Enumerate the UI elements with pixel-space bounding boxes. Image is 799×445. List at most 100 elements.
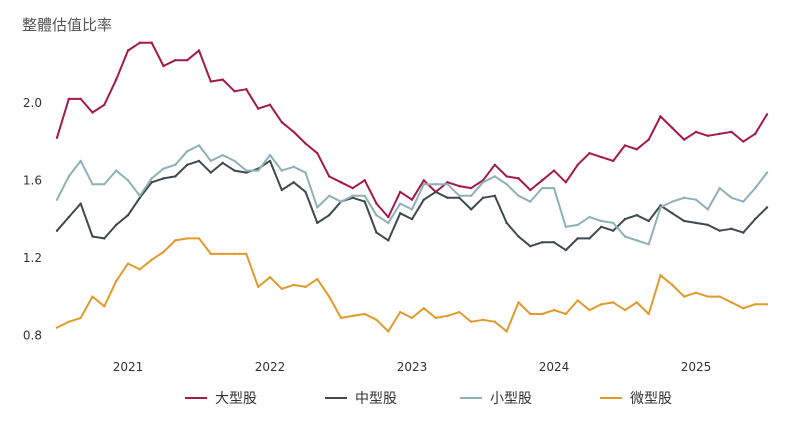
data-point [126,179,130,182]
data-point [469,208,473,211]
data-point [706,208,710,211]
data-point [209,80,213,83]
series-1 [55,41,769,219]
data-point [162,167,165,170]
data-point [55,198,59,201]
data-point [529,244,532,248]
data-point [114,223,118,227]
data-point [529,188,532,192]
data-point [268,103,272,106]
data-point [174,163,177,167]
data-point [363,200,366,203]
data-point [493,320,497,323]
data-point [446,181,449,184]
series-4 [55,237,769,333]
data-point [469,194,473,198]
data-point [209,171,213,174]
data-point [623,217,627,221]
data-point [398,190,402,194]
data-point [588,237,591,240]
data-point [221,161,224,165]
data-point [434,316,437,320]
data-point [327,295,331,298]
data-point [67,215,71,219]
y-tick-label: 1.2 [23,251,42,265]
data-point [647,138,650,141]
data-point [197,237,201,240]
data-point [753,217,757,221]
data-point [552,169,556,172]
data-point [280,120,284,124]
data-point [682,295,686,298]
data-point [540,312,544,316]
data-point [718,132,721,136]
data-point [387,239,390,242]
data-point [446,182,449,186]
data-point [765,303,769,306]
data-point [268,159,272,163]
data-point [351,194,355,198]
data-point [410,217,414,221]
data-point [576,237,579,240]
data-point [126,213,130,217]
data-point [280,287,284,291]
data-point [79,97,82,101]
y-axis-ticks: 0.8 1.2 1.6 2.0 [23,96,42,343]
data-point [706,295,710,298]
data-point [730,196,733,199]
data-point [114,279,118,283]
data-point [647,219,650,223]
data-point [469,320,473,323]
data-point [730,301,733,304]
series-line [56,41,768,219]
data-point [304,190,307,194]
data-point [481,181,485,184]
data-point [446,196,449,199]
data-point [529,312,532,316]
data-point [103,305,106,308]
legend-label: 微型股 [630,391,672,407]
data-point [351,186,355,190]
legend-item: 大型股 [185,391,257,407]
x-tick-label: 2022 [255,360,286,374]
series-lines [55,41,769,333]
data-point [718,229,721,232]
data-point [694,198,698,201]
data-point [292,181,295,184]
data-point [540,179,544,182]
data-point [623,235,627,238]
data-point [742,231,745,234]
data-point [351,314,355,318]
chart-title: 整體估值比率 [22,16,112,34]
data-point [304,171,307,174]
data-point [753,132,757,136]
data-point [730,227,733,230]
data-point [91,182,94,186]
data-point [410,316,414,320]
data-point [694,221,698,225]
data-point [150,258,153,261]
data-point [458,194,461,198]
data-point [576,299,579,302]
data-point [245,252,248,256]
data-point [635,148,639,151]
data-point [221,252,224,256]
data-point [138,194,142,198]
data-point [316,151,319,155]
data-point [671,126,674,130]
data-point [505,182,508,186]
data-point [268,275,272,279]
data-point [753,303,757,306]
data-point [209,252,213,256]
data-point [197,49,201,52]
data-point [600,155,603,159]
data-point [233,89,236,93]
data-point [363,194,366,198]
data-point [280,169,284,172]
data-point [706,134,710,137]
data-point [292,283,295,287]
data-point [635,213,639,217]
data-point [611,159,615,163]
data-point [185,150,189,153]
